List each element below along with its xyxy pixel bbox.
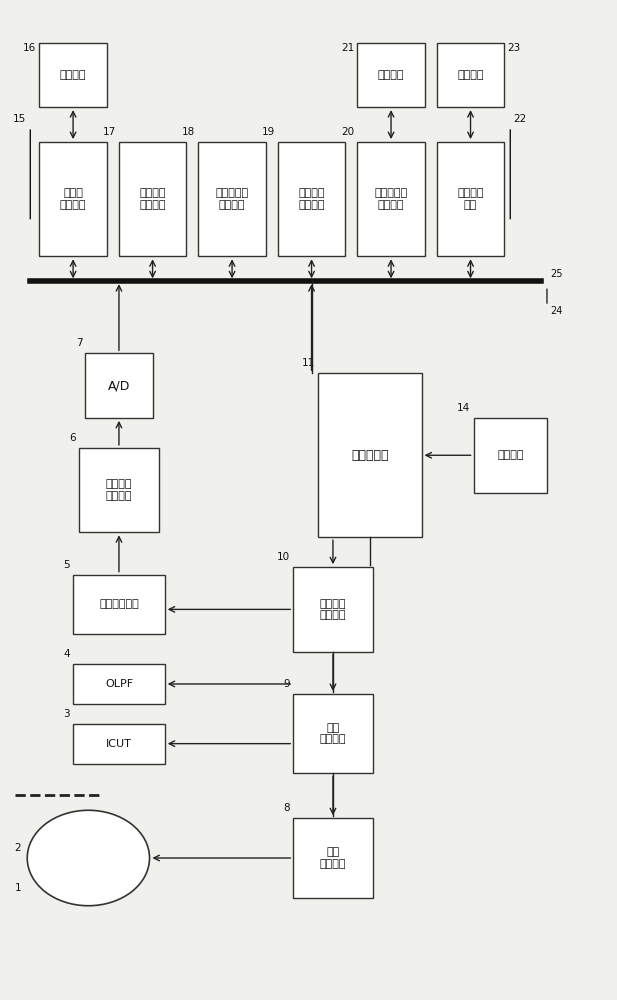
FancyBboxPatch shape — [437, 142, 504, 256]
FancyBboxPatch shape — [318, 373, 421, 537]
FancyBboxPatch shape — [293, 694, 373, 773]
FancyBboxPatch shape — [293, 818, 373, 898]
Text: 4: 4 — [64, 649, 70, 659]
Text: 缺陷像素
校正单元: 缺陷像素 校正单元 — [298, 188, 325, 210]
Ellipse shape — [27, 810, 149, 906]
Text: 3: 3 — [64, 709, 70, 719]
FancyBboxPatch shape — [357, 43, 424, 107]
Text: 主存储器: 主存储器 — [60, 70, 86, 80]
FancyBboxPatch shape — [85, 353, 152, 418]
FancyBboxPatch shape — [73, 575, 165, 634]
Text: 2: 2 — [14, 843, 21, 853]
FancyBboxPatch shape — [437, 43, 504, 107]
Text: 21: 21 — [341, 43, 354, 53]
FancyBboxPatch shape — [293, 567, 373, 652]
Text: 14: 14 — [457, 403, 471, 413]
Text: 1: 1 — [14, 883, 21, 893]
Text: 5: 5 — [64, 560, 70, 570]
Text: 11: 11 — [301, 358, 315, 368]
FancyBboxPatch shape — [119, 142, 186, 256]
Text: 压缩和扩展
处理单元: 压缩和扩展 处理单元 — [215, 188, 249, 210]
Text: 透镜
驱动单元: 透镜 驱动单元 — [320, 847, 346, 869]
Text: 成像元件
驱动单元: 成像元件 驱动单元 — [320, 599, 346, 620]
Text: 10: 10 — [277, 552, 290, 562]
Text: 20: 20 — [341, 127, 354, 137]
Text: 6: 6 — [70, 433, 76, 443]
FancyBboxPatch shape — [357, 142, 424, 256]
Text: 24: 24 — [550, 306, 563, 316]
FancyBboxPatch shape — [39, 43, 107, 107]
Text: 光圈
驱动单元: 光圈 驱动单元 — [320, 723, 346, 744]
FancyBboxPatch shape — [199, 142, 266, 256]
Text: 15: 15 — [13, 114, 26, 124]
FancyBboxPatch shape — [79, 448, 159, 532]
Text: 显示控制
单元: 显示控制 单元 — [457, 188, 484, 210]
Text: 9: 9 — [284, 679, 290, 689]
FancyBboxPatch shape — [278, 142, 345, 256]
Text: 系统控制器: 系统控制器 — [351, 449, 388, 462]
Text: 18: 18 — [182, 127, 196, 137]
FancyBboxPatch shape — [73, 724, 165, 764]
Text: 23: 23 — [507, 43, 521, 53]
Text: OLPF: OLPF — [105, 679, 133, 689]
FancyBboxPatch shape — [73, 664, 165, 704]
Text: 16: 16 — [23, 43, 36, 53]
FancyBboxPatch shape — [39, 142, 107, 256]
Text: 显示单元: 显示单元 — [457, 70, 484, 80]
Text: 7: 7 — [76, 338, 82, 348]
Text: 固态成像元件: 固态成像元件 — [99, 599, 139, 609]
Text: 19: 19 — [262, 127, 275, 137]
Text: 25: 25 — [550, 269, 563, 279]
Text: ICUT: ICUT — [106, 739, 132, 749]
Text: 外部存储器
控制单元: 外部存储器 控制单元 — [375, 188, 408, 210]
Text: 模拟信号
处理单元: 模拟信号 处理单元 — [106, 479, 132, 501]
FancyBboxPatch shape — [474, 418, 547, 493]
Text: 8: 8 — [284, 803, 290, 813]
Text: 记录介质: 记录介质 — [378, 70, 404, 80]
Text: 17: 17 — [102, 127, 116, 137]
Text: 操作单元: 操作单元 — [497, 450, 524, 460]
Text: 存储器
控制单元: 存储器 控制单元 — [60, 188, 86, 210]
Text: 数字信号
处理单元: 数字信号 处理单元 — [139, 188, 166, 210]
Text: 22: 22 — [513, 114, 526, 124]
Text: A/D: A/D — [108, 379, 130, 392]
